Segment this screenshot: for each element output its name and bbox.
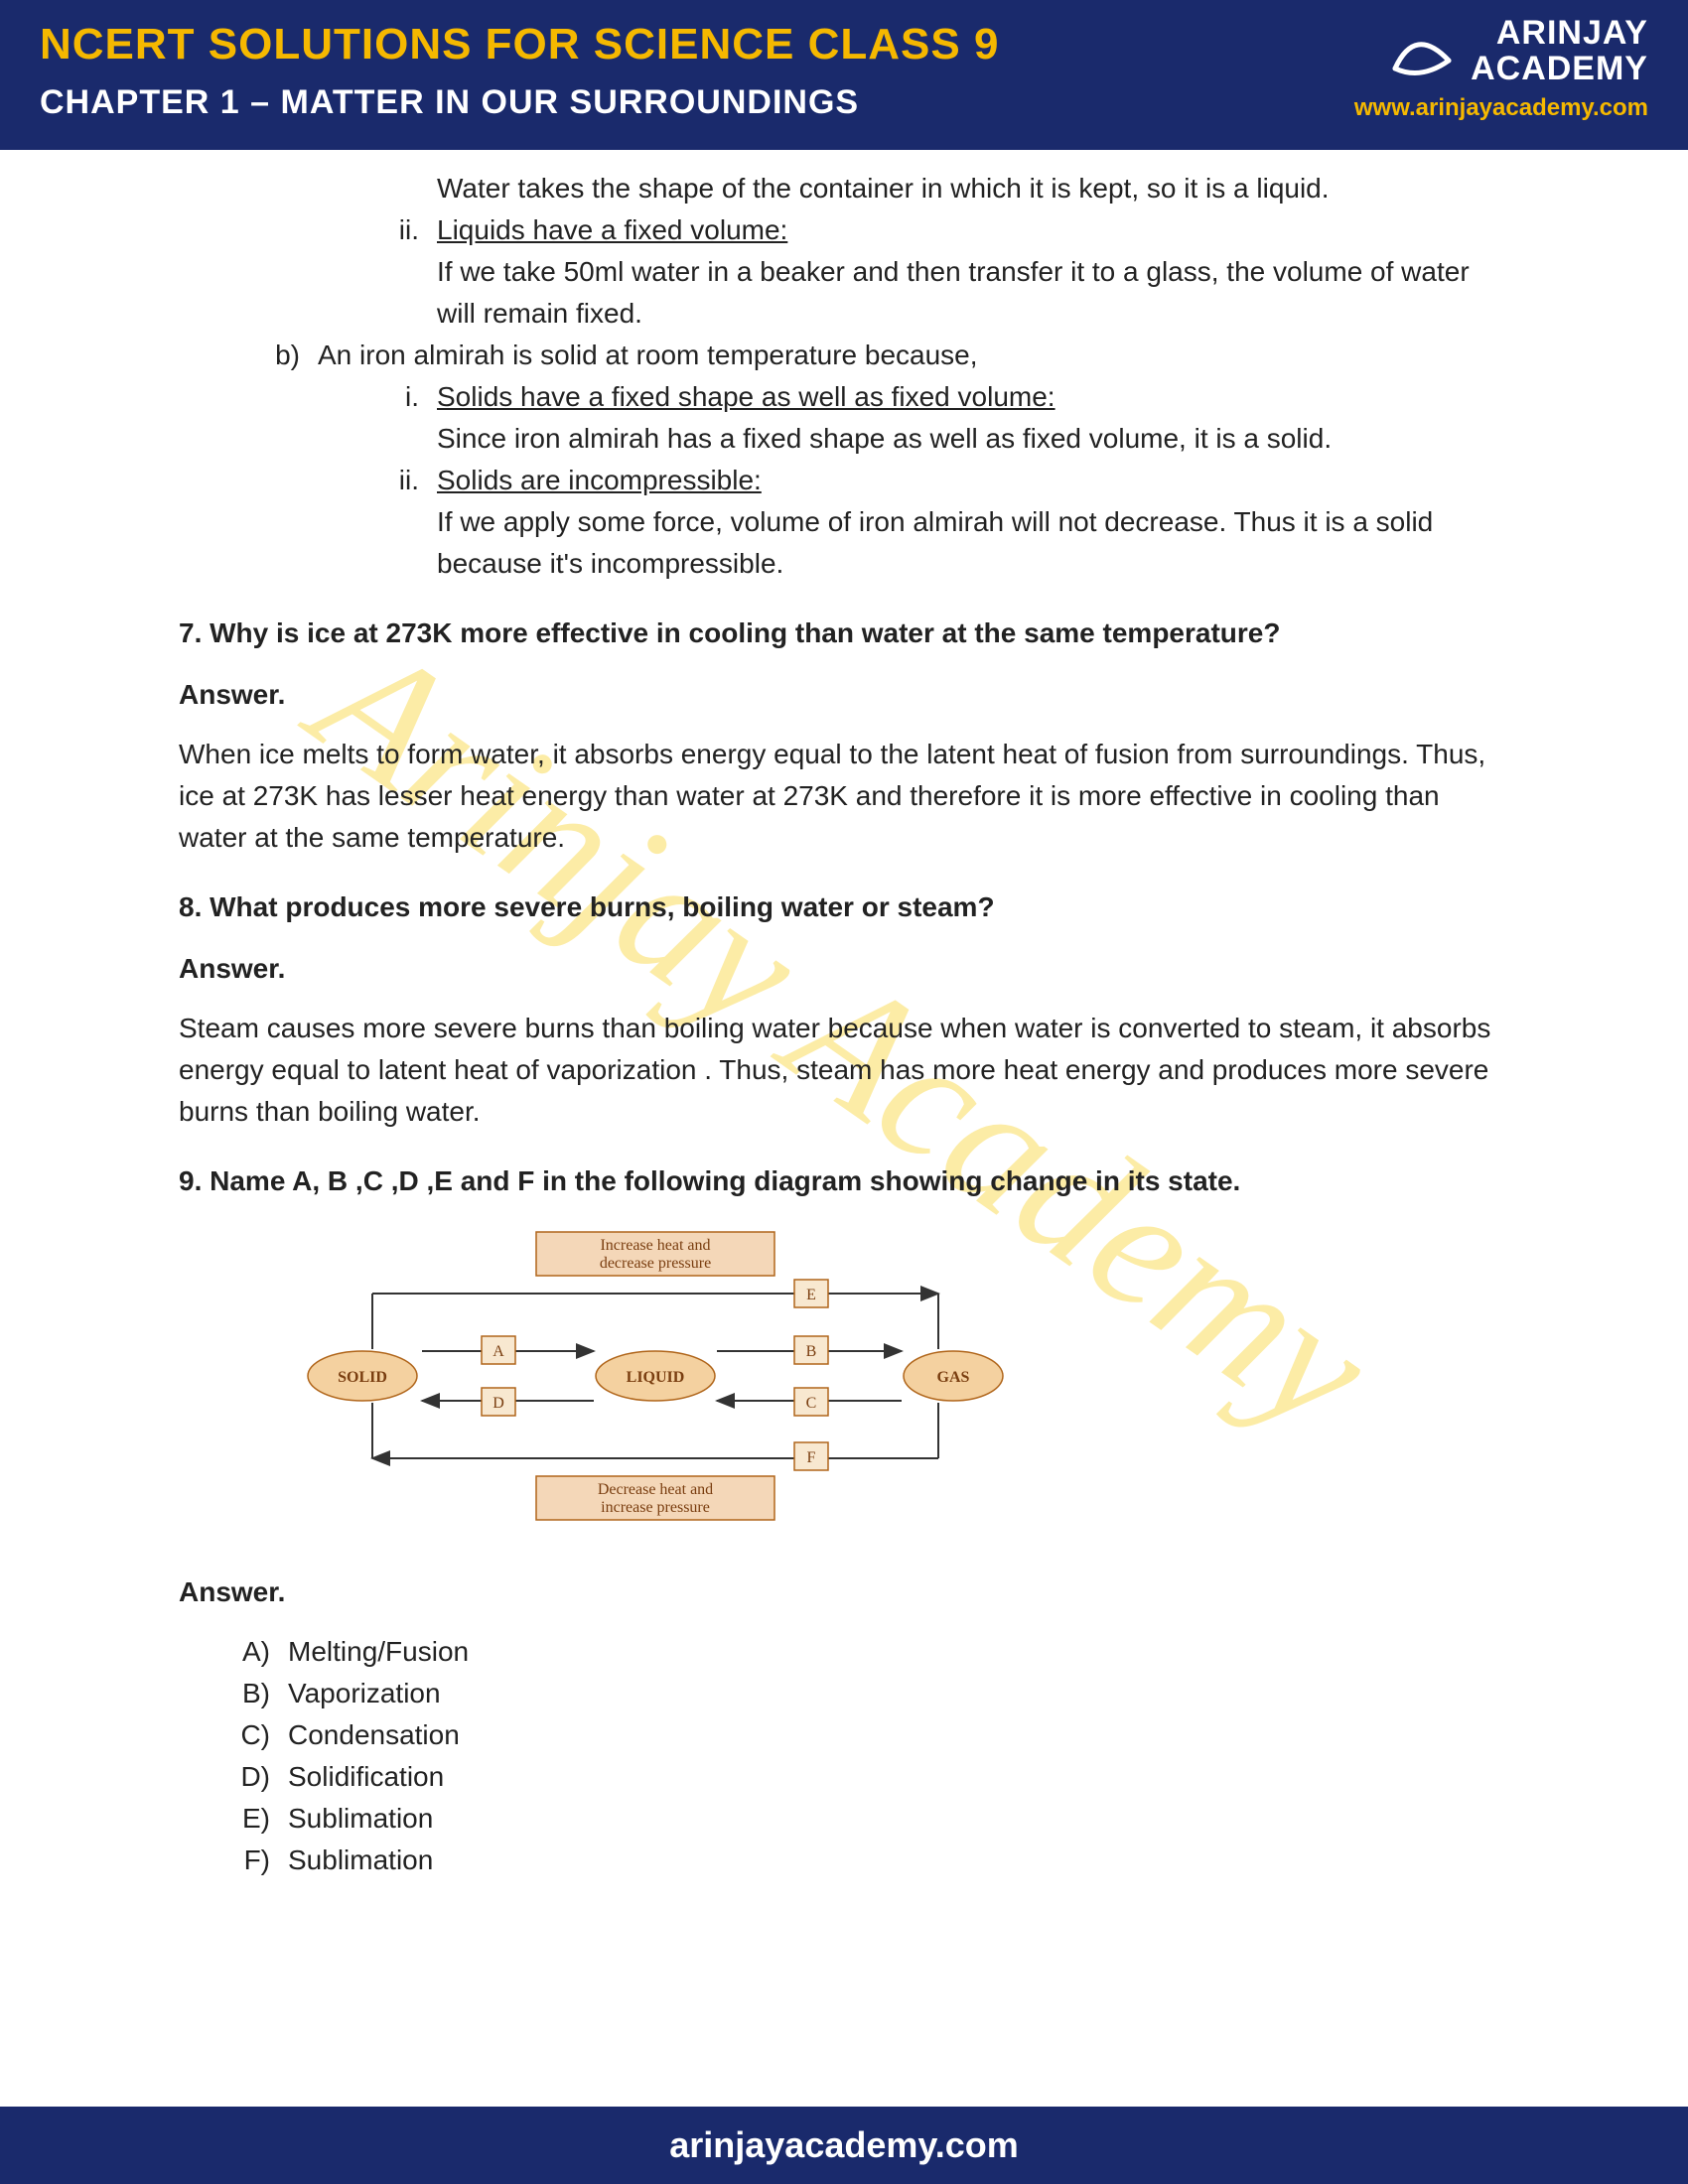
- svg-text:decrease pressure: decrease pressure: [600, 1255, 711, 1272]
- state-change-diagram: Increase heat anddecrease pressure Decrea…: [278, 1222, 1509, 1542]
- svg-text:C: C: [806, 1395, 817, 1412]
- list-line: If we apply some force, volume of iron a…: [179, 501, 1509, 585]
- page-footer: arinjayacademy.com: [0, 2107, 1688, 2184]
- brand-block: ARINJAY ACADEMY www.arinjayacademy.com: [1354, 16, 1648, 122]
- answer-marker: A): [238, 1631, 288, 1673]
- list-text: Water takes the shape of the container i…: [437, 168, 1509, 209]
- list-marker: ii.: [377, 209, 437, 251]
- q7-question: 7. Why is ice at 273K more effective in …: [179, 613, 1509, 654]
- list-marker: [377, 251, 437, 335]
- list-line: Water takes the shape of the container i…: [179, 168, 1509, 209]
- answer-text: Condensation: [288, 1714, 1509, 1756]
- list-text: An iron almirah is solid at room tempera…: [318, 335, 1509, 376]
- svg-text:increase pressure: increase pressure: [601, 1499, 710, 1516]
- list-text: Solids are incompressible:: [437, 460, 1509, 501]
- list-marker: [377, 501, 437, 585]
- answer-marker: D): [238, 1756, 288, 1798]
- list-line: i.Solids have a fixed shape as well as f…: [179, 376, 1509, 418]
- answer-line: A)Melting/Fusion: [238, 1631, 1509, 1673]
- answer-text: Melting/Fusion: [288, 1631, 1509, 1673]
- q9-question: 9. Name A, B ,C ,D ,E and F in the follo…: [179, 1160, 1509, 1202]
- svg-text:D: D: [492, 1395, 504, 1412]
- q9-answer-list: A)Melting/FusionB)VaporizationC)Condensa…: [179, 1631, 1509, 1881]
- list-marker: i.: [377, 376, 437, 418]
- answer-line: B)Vaporization: [238, 1673, 1509, 1714]
- answer-text: Vaporization: [288, 1673, 1509, 1714]
- svg-text:A: A: [492, 1343, 504, 1360]
- footer-text: arinjayacademy.com: [669, 2124, 1019, 2165]
- answer-marker: B): [238, 1673, 288, 1714]
- svg-text:Decrease heat and: Decrease heat and: [598, 1481, 713, 1498]
- list-text: Liquids have a fixed volume:: [437, 209, 1509, 251]
- brand-row: ARINJAY ACADEMY: [1354, 16, 1648, 86]
- svg-text:Increase heat and: Increase heat and: [600, 1237, 710, 1254]
- list-text: If we apply some force, volume of iron a…: [437, 501, 1509, 585]
- brand-line1: ARINJAY: [1496, 14, 1648, 52]
- list-marker: [377, 418, 437, 460]
- q7-answer-label: Answer.: [179, 674, 1509, 716]
- answer-line: F)Sublimation: [238, 1840, 1509, 1881]
- answer-line: E)Sublimation: [238, 1798, 1509, 1840]
- list-text: If we take 50ml water in a beaker and th…: [437, 251, 1509, 335]
- list-line: If we take 50ml water in a beaker and th…: [179, 251, 1509, 335]
- brand-text: ARINJAY ACADEMY: [1471, 16, 1648, 86]
- brand-swoosh-icon: [1387, 17, 1457, 86]
- content-inner: Water takes the shape of the container i…: [179, 168, 1509, 1881]
- page: NCERT SOLUTIONS FOR SCIENCE CLASS 9 CHAP…: [0, 0, 1688, 2184]
- list-line: Since iron almirah has a fixed shape as …: [179, 418, 1509, 460]
- answer-marker: E): [238, 1798, 288, 1840]
- q8-answer-text: Steam causes more severe burns than boil…: [179, 1008, 1509, 1133]
- list-marker: b): [258, 335, 318, 376]
- content-area: Arinjay Academy Water takes the shape of…: [0, 150, 1688, 1921]
- answer-text: Sublimation: [288, 1798, 1509, 1840]
- answer-marker: F): [238, 1840, 288, 1881]
- q9-answer-label: Answer.: [179, 1571, 1509, 1613]
- svg-text:E: E: [806, 1287, 816, 1303]
- diagram-svg: Increase heat anddecrease pressure Decrea…: [278, 1222, 1033, 1530]
- list-line: ii.Solids are incompressible:: [179, 460, 1509, 501]
- list-marker: [377, 168, 437, 209]
- answer-line: C)Condensation: [238, 1714, 1509, 1756]
- svg-text:LIQUID: LIQUID: [627, 1369, 685, 1386]
- answer-text: Sublimation: [288, 1840, 1509, 1881]
- q8-question: 8. What produces more severe burns, boil…: [179, 887, 1509, 928]
- svg-text:B: B: [806, 1343, 817, 1360]
- svg-text:F: F: [807, 1449, 816, 1466]
- svg-text:SOLID: SOLID: [338, 1369, 387, 1386]
- brand-line2: ACADEMY: [1471, 50, 1648, 87]
- intro-list: Water takes the shape of the container i…: [179, 168, 1509, 585]
- page-header: NCERT SOLUTIONS FOR SCIENCE CLASS 9 CHAP…: [0, 0, 1688, 150]
- list-line: b)An iron almirah is solid at room tempe…: [179, 335, 1509, 376]
- q7-answer-text: When ice melts to form water, it absorbs…: [179, 734, 1509, 859]
- brand-url: www.arinjayacademy.com: [1354, 94, 1648, 122]
- q8-answer-label: Answer.: [179, 948, 1509, 990]
- list-text: Solids have a fixed shape as well as fix…: [437, 376, 1509, 418]
- answer-marker: C): [238, 1714, 288, 1756]
- svg-text:GAS: GAS: [937, 1369, 970, 1386]
- answer-line: D)Solidification: [238, 1756, 1509, 1798]
- answer-text: Solidification: [288, 1756, 1509, 1798]
- list-line: ii.Liquids have a fixed volume:: [179, 209, 1509, 251]
- list-marker: ii.: [377, 460, 437, 501]
- list-text: Since iron almirah has a fixed shape as …: [437, 418, 1509, 460]
